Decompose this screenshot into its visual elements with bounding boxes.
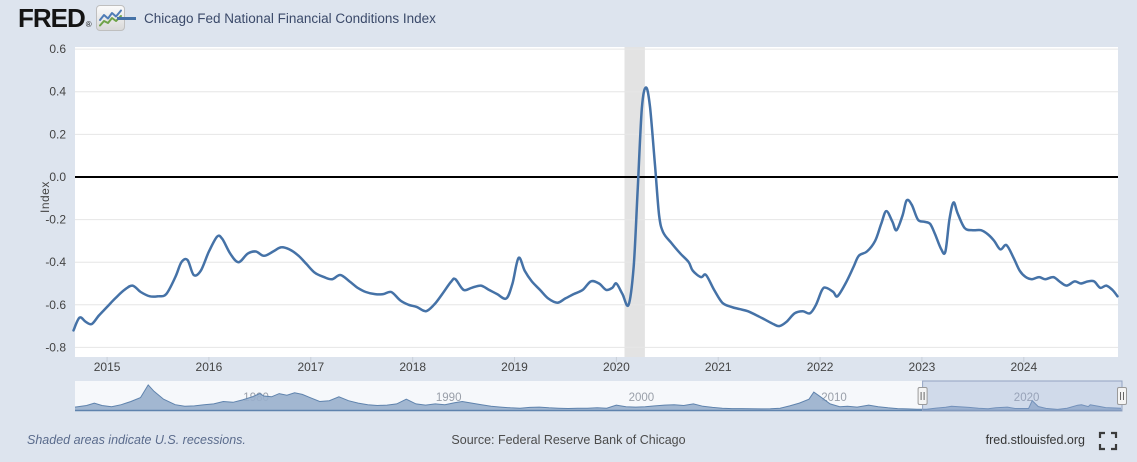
source-text: Source: Federal Reserve Bank of Chicago <box>451 433 686 447</box>
navigator-right-handle[interactable] <box>1117 387 1127 405</box>
x-tick-label: 2024 <box>1010 360 1037 374</box>
site-link[interactable]: fred.stlouisfed.org <box>985 433 1085 447</box>
x-tick-label: 2018 <box>399 360 426 374</box>
plot-area[interactable] <box>75 47 1118 357</box>
navigator-decade-label: 2010 <box>821 392 847 404</box>
x-tick-label: 2023 <box>909 360 936 374</box>
y-tick-label: -0.4 <box>45 255 66 269</box>
y-tick-label: -0.2 <box>45 213 66 227</box>
x-tick-label: 2019 <box>501 360 528 374</box>
navigator-decade-label: 1990 <box>436 392 462 404</box>
x-tick-label: 2022 <box>807 360 834 374</box>
legend: Chicago Fed National Financial Condition… <box>117 11 436 26</box>
footer: Shaded areas indicate U.S. recessions. S… <box>0 428 1137 454</box>
y-tick-label: 0.6 <box>49 42 66 56</box>
navigator-series-line <box>74 384 1122 410</box>
y-tick-label: 0.0 <box>49 170 66 184</box>
header: FRED ® Chicago Fed National Financial Co… <box>0 0 1137 40</box>
x-tick-label: 2020 <box>603 360 630 374</box>
fullscreen-icon[interactable] <box>1098 431 1118 451</box>
registered-mark: ® <box>85 20 92 29</box>
y-tick-label: 0.2 <box>49 127 66 141</box>
navigator-left-handle[interactable] <box>917 387 928 405</box>
x-tick-label: 2015 <box>94 360 121 374</box>
legend-series-label: Chicago Fed National Financial Condition… <box>144 11 436 26</box>
navigator-decade-label: 2000 <box>629 392 655 404</box>
y-tick-label: 0.4 <box>49 85 66 99</box>
series-line <box>72 86 1119 332</box>
fred-logo-text: FRED <box>18 3 86 33</box>
x-tick-label: 2016 <box>196 360 223 374</box>
y-tick-label: -0.6 <box>45 298 66 312</box>
y-tick-label: -0.8 <box>45 340 66 354</box>
x-tick-label: 2021 <box>705 360 732 374</box>
navigator-selected-range[interactable] <box>922 380 1123 412</box>
fred-logo[interactable]: FRED ® <box>18 5 125 31</box>
recession-note: Shaded areas indicate U.S. recessions. <box>27 433 246 447</box>
navigator-area <box>75 384 1122 411</box>
legend-line-sample <box>117 17 136 20</box>
x-tick-label: 2017 <box>297 360 324 374</box>
recession-band <box>624 47 645 357</box>
